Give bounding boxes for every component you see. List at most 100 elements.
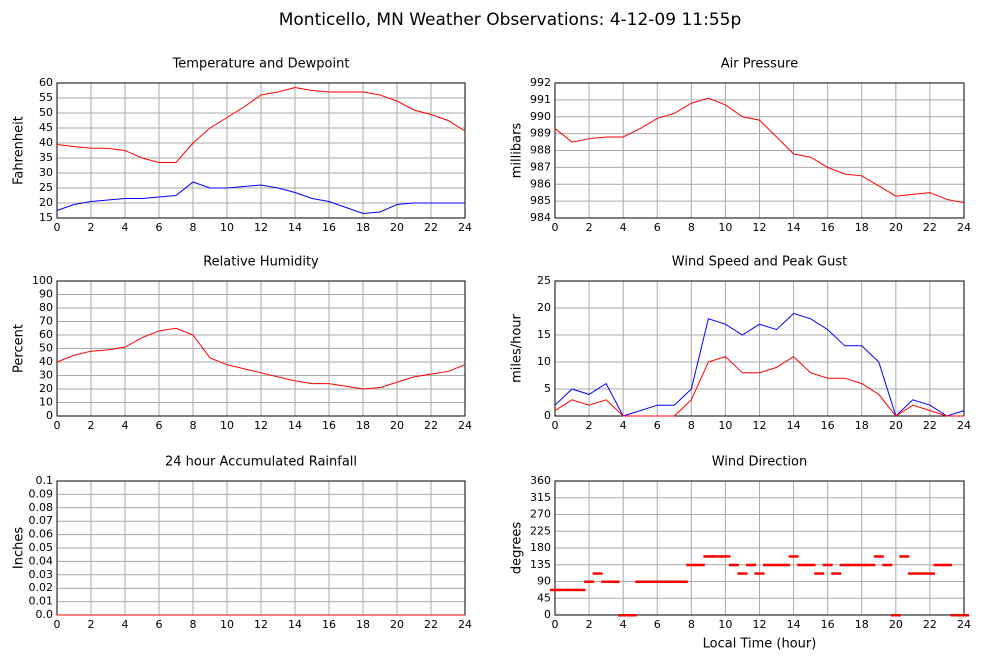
chart-title: Wind Speed and Peak Gust: [672, 255, 847, 270]
x-tick-label: 20: [390, 419, 404, 432]
x-tick-label: 18: [356, 618, 370, 631]
y-tick-label: 0: [544, 409, 551, 422]
y-tick-label: 45: [39, 121, 53, 134]
y-tick-label: 50: [39, 106, 53, 119]
y-tick-label: 20: [39, 382, 53, 395]
x-tick-label: 8: [190, 221, 197, 234]
y-tick-label: 15: [537, 328, 551, 341]
y-tick-label: 180: [530, 541, 551, 554]
data-point: [575, 588, 586, 592]
data-point: [890, 614, 901, 617]
x-tick-label: 18: [356, 221, 370, 234]
data-point: [728, 563, 739, 567]
data-point: [550, 588, 560, 592]
y-tick-label: 60: [39, 328, 53, 341]
data-point: [924, 572, 935, 575]
y-tick-label: 0.09: [29, 487, 54, 500]
data-point: [694, 563, 705, 567]
x-tick-label: 24: [458, 221, 472, 234]
data-point: [567, 588, 578, 592]
y-tick-label: 50: [39, 342, 53, 355]
data-point: [797, 563, 808, 567]
data-line: [56, 86, 466, 163]
x-tick-label: 18: [356, 419, 370, 432]
data-point: [941, 563, 952, 567]
y-tick-label: 25: [537, 274, 551, 287]
data-point: [959, 614, 969, 617]
x-tick-label: 6: [156, 419, 163, 432]
x-tick-label: 22: [424, 419, 438, 432]
data-point: [771, 563, 782, 567]
x-tick-label: 18: [855, 221, 869, 234]
y-tick-label: 315: [530, 491, 551, 504]
x-tick-label: 8: [688, 618, 695, 631]
x-tick-label: 16: [322, 419, 336, 432]
x-tick-label: 0: [552, 221, 559, 234]
x-tick-label: 18: [855, 419, 869, 432]
y-tick-label: 90: [39, 288, 53, 301]
data-line: [56, 181, 465, 215]
x-tick-label: 8: [688, 221, 695, 234]
data-point: [660, 580, 671, 583]
chart-title: Wind Direction: [712, 455, 808, 470]
y-tick-label: 0.07: [29, 514, 54, 527]
y-tick-label: 270: [530, 508, 551, 521]
data-point: [882, 563, 893, 567]
y-tick-label: 0.05: [29, 541, 54, 554]
y-tick-label: 0: [46, 409, 53, 422]
x-tick-label: 0: [54, 618, 61, 631]
plot-frame: [554, 480, 965, 616]
y-tick-label: 0.08: [29, 501, 54, 514]
x-tick-label: 24: [458, 618, 472, 631]
x-tick-label: 16: [322, 221, 336, 234]
x-tick-label: 4: [122, 419, 129, 432]
data-point: [643, 580, 654, 583]
x-tick-label: 0: [552, 618, 559, 631]
y-tick-label: 0.1: [36, 474, 54, 487]
x-tick-label: 4: [620, 618, 627, 631]
data-point: [558, 588, 569, 592]
data-point: [703, 555, 714, 558]
x-tick-label: 20: [889, 618, 903, 631]
y-tick-label: 987: [530, 160, 551, 173]
x-tick-label: 24: [957, 618, 971, 631]
x-tick-label: 20: [889, 419, 903, 432]
x-tick-label: 2: [586, 221, 593, 234]
x-tick-label: 22: [923, 221, 937, 234]
y-tick-label: 225: [530, 524, 551, 537]
y-tick-label: 360: [530, 474, 551, 487]
data-point: [950, 614, 961, 617]
data-point: [933, 563, 944, 567]
x-tick-label: 14: [787, 419, 801, 432]
x-tick-label: 22: [424, 618, 438, 631]
data-point: [686, 563, 697, 567]
data-line: [554, 97, 965, 204]
x-tick-label: 12: [753, 419, 767, 432]
data-point: [592, 572, 603, 575]
data-point: [635, 580, 646, 583]
x-tick-label: 10: [220, 618, 234, 631]
x-tick-label: 8: [190, 618, 197, 631]
data-point: [865, 563, 876, 567]
y-tick-label: 135: [530, 558, 551, 571]
x-tick-label: 12: [254, 221, 268, 234]
x-tick-label: 14: [288, 618, 302, 631]
data-point: [907, 572, 918, 575]
x-tick-label: 22: [923, 618, 937, 631]
x-tick-label: 8: [688, 419, 695, 432]
y-tick-label: 45: [537, 591, 551, 604]
y-tick-label: 40: [39, 136, 53, 149]
plot-frame: [56, 82, 466, 219]
chart-title: Temperature and Dewpoint: [172, 57, 350, 72]
x-tick-label: 6: [654, 419, 661, 432]
data-point: [839, 563, 850, 567]
x-tick-label: 10: [718, 419, 732, 432]
x-tick-label: 6: [654, 221, 661, 234]
data-point: [780, 563, 791, 567]
y-tick-label: 30: [39, 166, 53, 179]
y-tick-label: 35: [39, 151, 53, 164]
data-point: [618, 614, 629, 617]
y-tick-label: 55: [39, 91, 53, 104]
data-line: [554, 355, 964, 417]
x-tick-label: 12: [753, 221, 767, 234]
